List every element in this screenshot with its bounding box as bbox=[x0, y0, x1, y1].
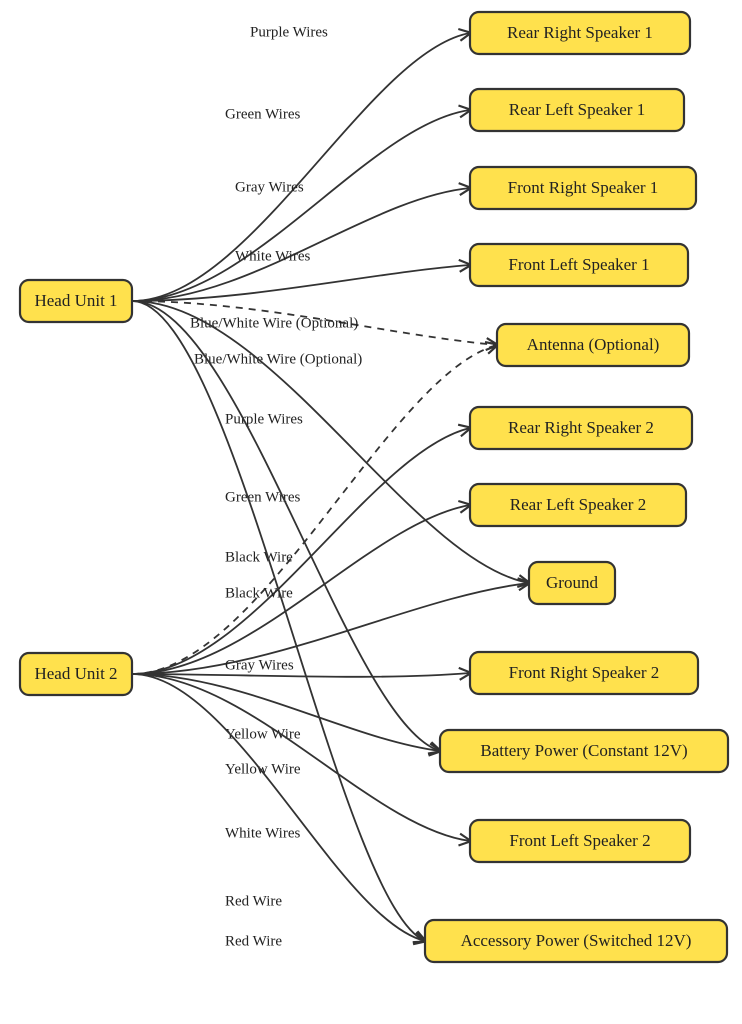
node-rr1: Rear Right Speaker 1 bbox=[470, 12, 690, 54]
node-fl2: Front Left Speaker 2 bbox=[470, 820, 690, 862]
wiring-diagram: Purple Wires Green Wires Gray Wires White W… bbox=[0, 0, 742, 1024]
node-label: Rear Left Speaker 2 bbox=[510, 495, 646, 514]
node-fl1: Front Left Speaker 1 bbox=[470, 244, 688, 286]
edge-label: Black Wire bbox=[225, 585, 293, 601]
node-rr2: Rear Right Speaker 2 bbox=[470, 407, 692, 449]
node-label: Ground bbox=[546, 573, 598, 592]
node-label: Head Unit 2 bbox=[34, 664, 117, 683]
node-fr1: Front Right Speaker 1 bbox=[470, 167, 696, 209]
edge bbox=[132, 673, 470, 677]
edges-layer: Purple Wires Green Wires Gray Wires White W… bbox=[132, 24, 529, 949]
node-label: Head Unit 1 bbox=[34, 291, 117, 310]
node-label: Front Right Speaker 1 bbox=[508, 178, 659, 197]
node-bat: Battery Power (Constant 12V) bbox=[440, 730, 728, 772]
node-label: Front Left Speaker 1 bbox=[508, 255, 649, 274]
node-label: Front Right Speaker 2 bbox=[509, 663, 660, 682]
edge-label: Yellow Wire bbox=[225, 761, 301, 777]
edge-label: Gray Wires bbox=[235, 179, 304, 195]
edge-label: White Wires bbox=[235, 248, 311, 264]
edge-label: Purple Wires bbox=[225, 411, 303, 427]
edge-label: Green Wires bbox=[225, 489, 300, 505]
node-label: Battery Power (Constant 12V) bbox=[480, 741, 687, 760]
node-label: Rear Right Speaker 2 bbox=[508, 418, 654, 437]
node-label: Rear Right Speaker 1 bbox=[507, 23, 653, 42]
edge-label: Blue/White Wire (Optional) bbox=[194, 351, 362, 367]
node-ant: Antenna (Optional) bbox=[497, 324, 689, 366]
edge bbox=[132, 428, 470, 674]
edge bbox=[132, 674, 470, 841]
edge-label: Gray Wires bbox=[225, 657, 294, 673]
edge-label: Purple Wires bbox=[250, 24, 328, 40]
node-rl1: Rear Left Speaker 1 bbox=[470, 89, 684, 131]
edge bbox=[132, 110, 470, 301]
node-label: Front Left Speaker 2 bbox=[509, 831, 650, 850]
edge bbox=[132, 345, 497, 674]
node-rl2: Rear Left Speaker 2 bbox=[470, 484, 686, 526]
edge-label: Red Wire bbox=[225, 933, 282, 949]
node-gnd: Ground bbox=[529, 562, 615, 604]
edge-label: Black Wire bbox=[225, 549, 293, 565]
edge bbox=[132, 505, 470, 674]
nodes-layer: Head Unit 1 Head Unit 2 Rear Right Speaker… bbox=[20, 12, 728, 962]
node-hu1: Head Unit 1 bbox=[20, 280, 132, 322]
node-acc: Accessory Power (Switched 12V) bbox=[425, 920, 727, 962]
edge-label: Red Wire bbox=[225, 893, 282, 909]
edge-label: Green Wires bbox=[225, 106, 300, 122]
node-fr2: Front Right Speaker 2 bbox=[470, 652, 698, 694]
node-label: Rear Left Speaker 1 bbox=[509, 100, 645, 119]
edge bbox=[132, 301, 440, 751]
edge-label: White Wires bbox=[225, 825, 301, 841]
edge bbox=[132, 188, 470, 301]
node-hu2: Head Unit 2 bbox=[20, 653, 132, 695]
node-label: Accessory Power (Switched 12V) bbox=[461, 931, 692, 950]
node-label: Antenna (Optional) bbox=[527, 335, 660, 354]
